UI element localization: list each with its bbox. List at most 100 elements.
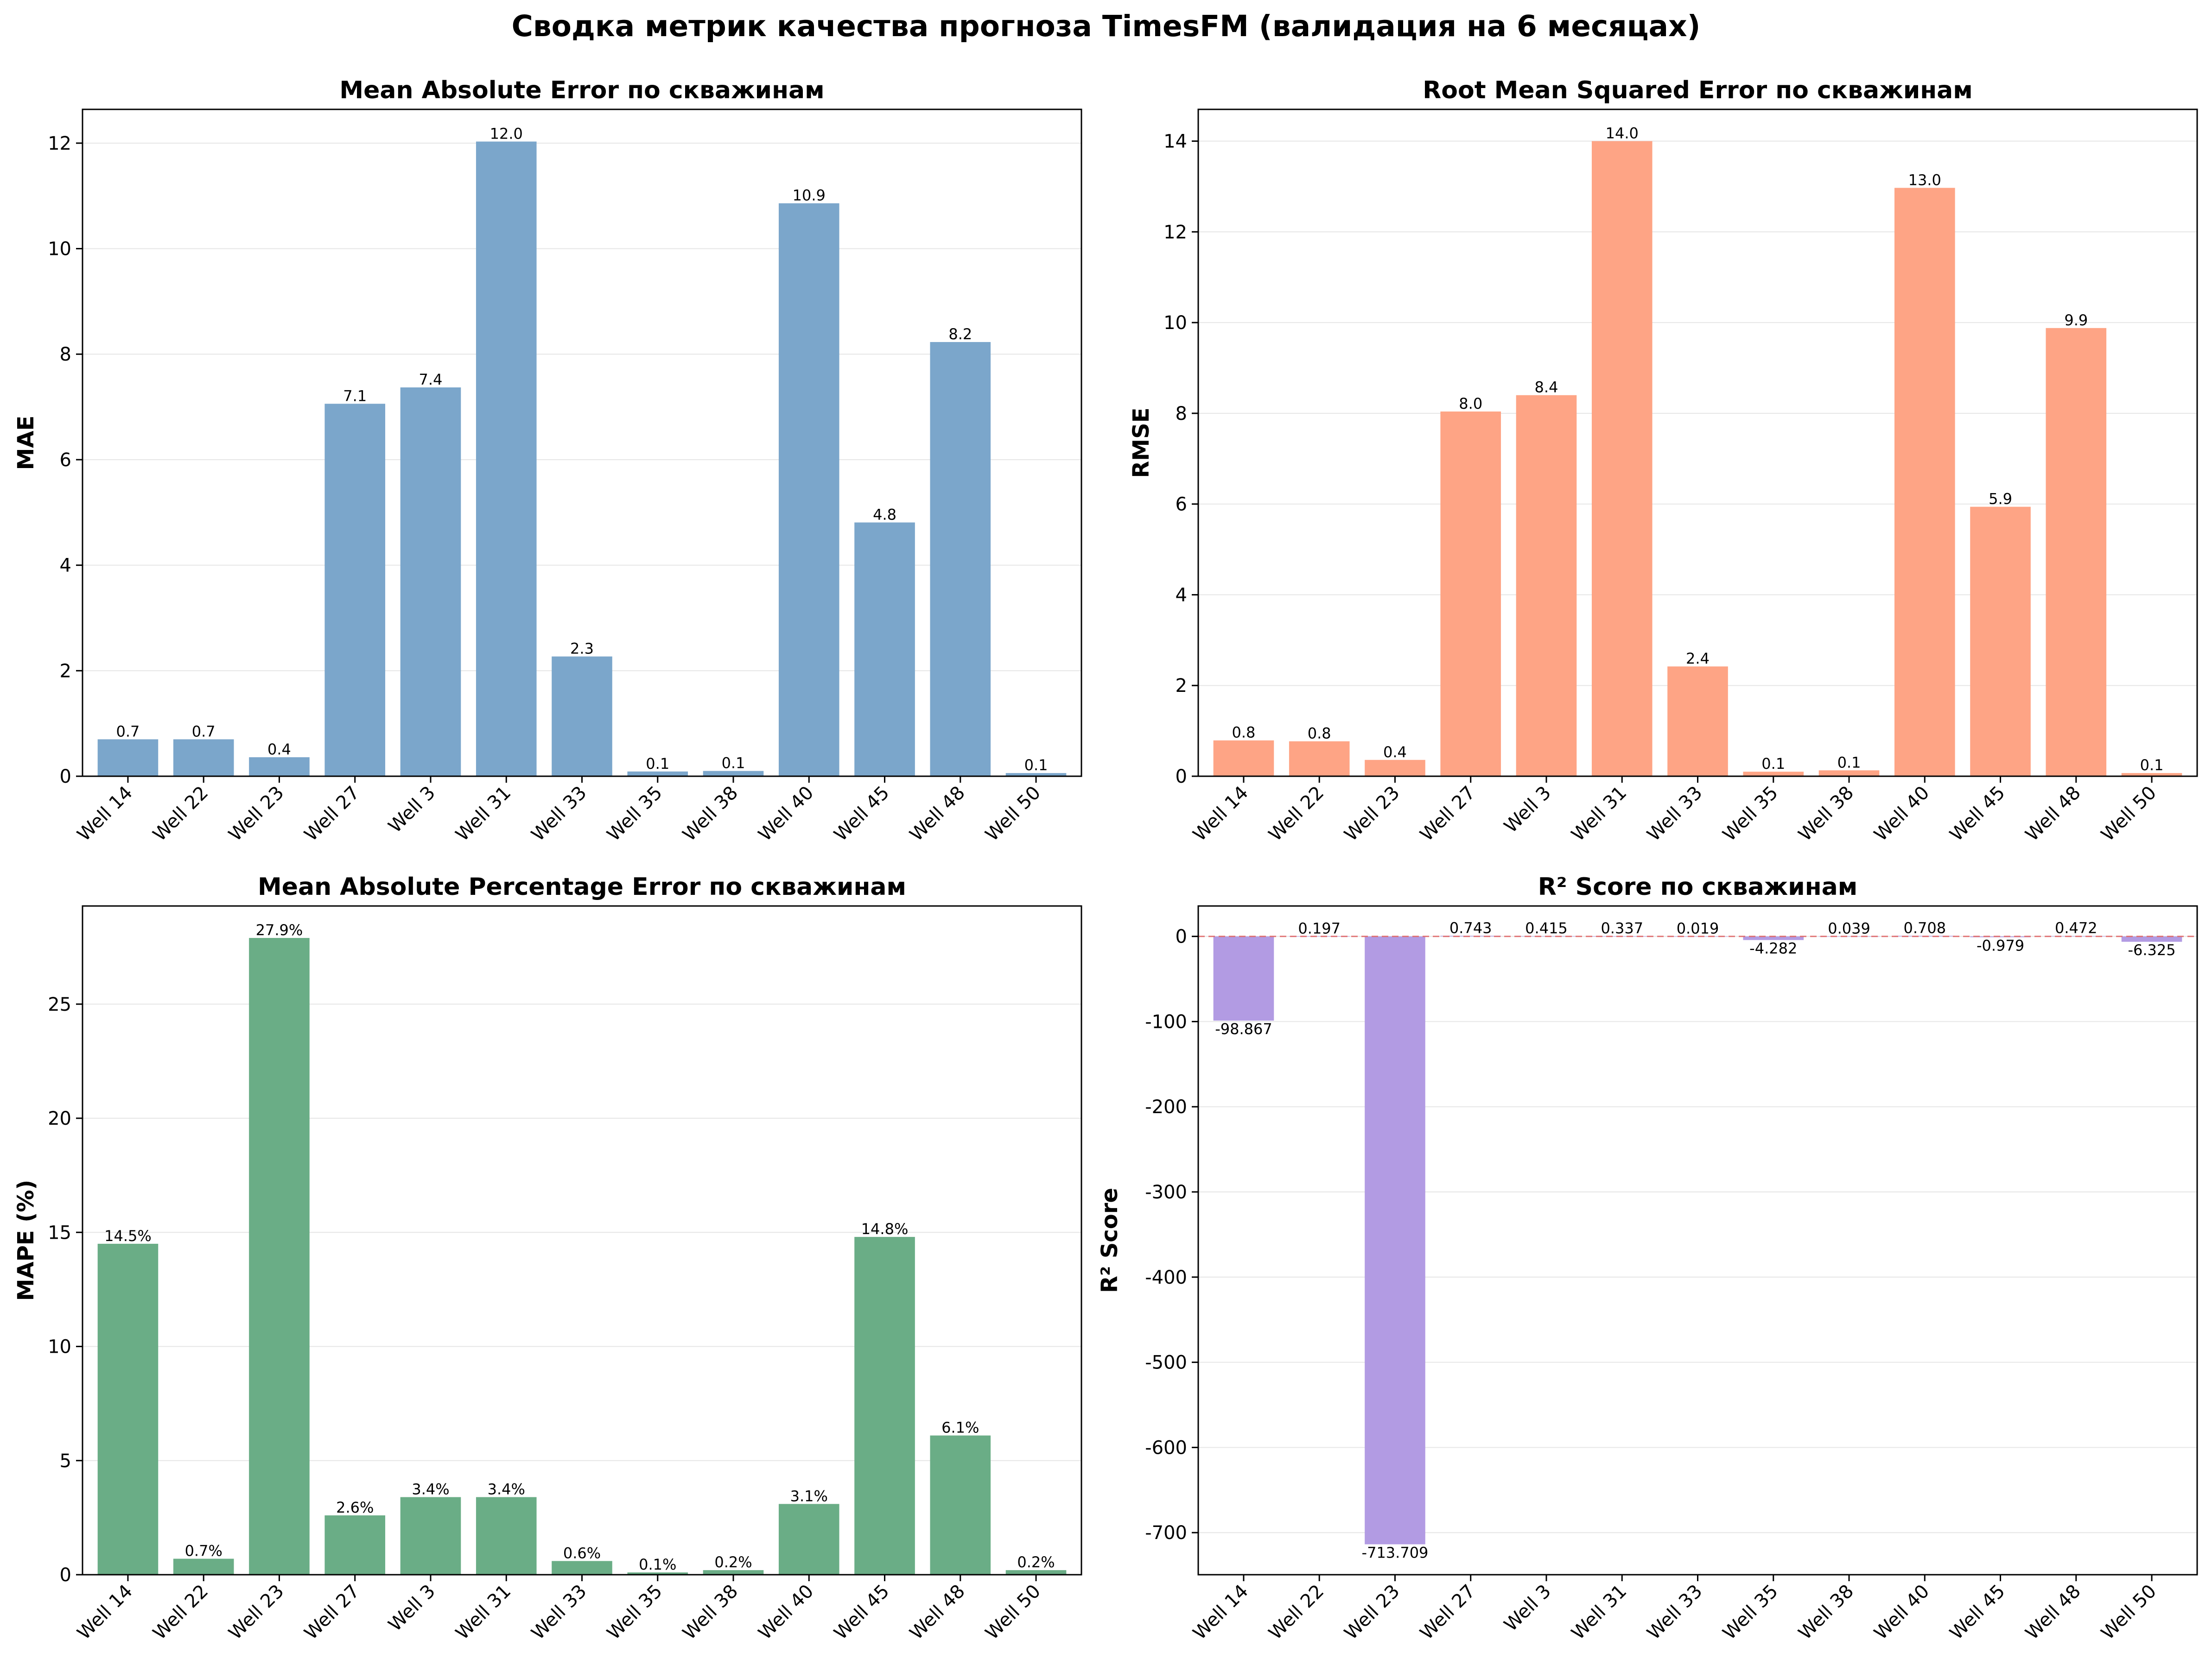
bar-well-50: [1005, 1570, 1067, 1575]
bar-well-31: [1591, 141, 1653, 776]
bar-well-45: [854, 1237, 915, 1575]
data-label: 3.4%: [412, 1481, 449, 1498]
y-tick-label: 2: [1176, 675, 1187, 697]
data-label: 2.6%: [336, 1499, 374, 1516]
bar-well-27: [324, 404, 386, 776]
data-label: -4.282: [1749, 939, 1797, 957]
x-tick-label: Well 14: [73, 1581, 137, 1644]
data-label: 10.9: [793, 187, 826, 204]
x-tick-label: Well 38: [1794, 782, 1858, 846]
x-tick-label: Well 33: [1643, 1581, 1707, 1644]
x-tick-label: Well 31: [451, 1581, 515, 1644]
bar-well-40: [1894, 188, 1955, 777]
x-tick-label: Well 48: [2021, 1581, 2085, 1644]
y-tick-label: 14: [1163, 131, 1187, 152]
bar-well-50: [2121, 773, 2182, 776]
x-tick-label: Well 35: [603, 782, 667, 846]
data-label: 0.1: [722, 754, 745, 772]
x-tick-label: Well 14: [73, 782, 137, 846]
chart-title: Mean Absolute Percentage Error по скважи…: [258, 873, 906, 901]
data-label: 7.4: [419, 371, 443, 388]
x-tick-label: Well 3: [1500, 782, 1555, 837]
data-label: 0.039: [1828, 920, 1870, 938]
x-tick-label: Well 22: [149, 782, 212, 846]
y-axis-label: MAPE (%): [13, 1180, 39, 1301]
x-tick-label: Well 31: [451, 782, 515, 846]
x-tick-label: Well 35: [1719, 1581, 1782, 1644]
bar-well-22: [173, 739, 234, 776]
y-tick-label: 20: [48, 1108, 71, 1129]
data-label: 0.4: [267, 741, 291, 758]
chart-panel-2: 0.8 0.8 0.4 8.0 8.4 14.0 2.4 0.1 0.1 13.0 5.9 9.9 0.…: [1128, 76, 2198, 846]
chart-title: R² Score по скважинам: [1538, 873, 1858, 901]
bar-well-3: [400, 387, 461, 776]
data-label: 5.9: [1989, 490, 2012, 508]
bar-well-45: [1970, 936, 2031, 938]
bar-well-50: [1005, 773, 1067, 776]
bar-well-14: [97, 1243, 159, 1575]
y-tick-label: 25: [48, 994, 71, 1015]
x-tick-label: Well 27: [1416, 1581, 1480, 1644]
data-label: 14.5%: [104, 1227, 152, 1245]
y-axis-label: RMSE: [1128, 407, 1154, 478]
chart-title: Root Mean Squared Error по скважинам: [1423, 76, 1973, 104]
x-tick-label: Well 38: [679, 782, 742, 846]
x-tick-label: Well 48: [2021, 782, 2085, 846]
x-tick-label: Well 31: [1567, 1581, 1631, 1644]
bar-well-35: [1743, 936, 1804, 940]
y-tick-label: 6: [1176, 494, 1187, 515]
bar-well-48: [2046, 328, 2107, 776]
data-label: 7.1: [343, 387, 367, 405]
data-label: 3.1%: [790, 1487, 828, 1505]
y-tick-label: 10: [48, 239, 71, 260]
x-tick-label: Well 14: [1189, 1581, 1252, 1644]
x-tick-label: Well 27: [300, 782, 364, 846]
data-label: 27.9%: [256, 921, 303, 939]
y-tick-label: 12: [1163, 222, 1187, 243]
bar-well-48: [930, 1435, 991, 1575]
bar-well-50: [2121, 936, 2182, 942]
bar-well-31: [476, 1497, 537, 1575]
y-tick-label: -700: [1145, 1522, 1187, 1544]
data-label: 0.019: [1677, 920, 1719, 938]
y-tick-label: 4: [1176, 584, 1187, 606]
x-tick-label: Well 40: [1870, 1581, 1933, 1644]
x-tick-label: Well 22: [149, 1581, 212, 1644]
chart-panel-1: 0.7 0.7 0.4 7.1 7.4 12.0 2.3 0.1 0.1 10.9 4.8 8.2 0.…: [13, 76, 1082, 846]
bar-well-38: [1818, 770, 1880, 776]
y-tick-label: 4: [60, 555, 71, 576]
bar-well-45: [854, 522, 915, 776]
x-tick-label: Well 45: [1946, 1581, 2009, 1644]
data-label: 8.2: [948, 325, 972, 343]
data-label: 6.1%: [941, 1419, 979, 1437]
x-tick-label: Well 45: [830, 782, 894, 846]
x-tick-label: Well 33: [528, 782, 591, 846]
figure-suptitle: Сводка метрик качества прогноза TimesFM …: [512, 9, 1701, 43]
bar-well-14: [97, 739, 159, 776]
data-label: 9.9: [2064, 311, 2088, 329]
data-label: 0.337: [1601, 919, 1643, 937]
y-tick-label: -500: [1145, 1352, 1187, 1374]
data-label: 8.0: [1459, 395, 1482, 412]
data-label: -0.979: [1977, 937, 2024, 954]
data-label: 0.7: [116, 722, 140, 740]
y-tick-label: -600: [1145, 1437, 1187, 1458]
bar-well-23: [1365, 936, 1425, 1545]
data-label: 2.4: [1686, 650, 1710, 667]
x-tick-label: Well 33: [528, 1581, 591, 1644]
data-label: 13.0: [1908, 171, 1941, 189]
chart-panel-4: -98.867 0.197 -713.709 0.743 0.415 0.337 0.019…: [1097, 873, 2198, 1644]
y-tick-label: 0: [1176, 766, 1187, 787]
chart-panel-3: 14.5% 0.7% 27.9% 2.6% 3.4% 3.4% 0.6% 0.1% 0.2% 3.…: [13, 873, 1082, 1644]
x-tick-label: Well 35: [603, 1581, 667, 1644]
x-tick-label: Well 22: [1265, 1581, 1328, 1644]
data-label: 0.8: [1308, 725, 1331, 742]
data-label: 14.0: [1606, 125, 1639, 142]
data-label: 0.1: [646, 755, 669, 773]
x-tick-label: Well 23: [1341, 1581, 1404, 1644]
data-label: 0.8: [1232, 724, 1256, 741]
bar-well-48: [930, 342, 991, 776]
x-tick-label: Well 50: [981, 782, 1045, 846]
data-label: 0.2%: [1017, 1553, 1055, 1571]
x-tick-label: Well 45: [830, 1581, 894, 1644]
